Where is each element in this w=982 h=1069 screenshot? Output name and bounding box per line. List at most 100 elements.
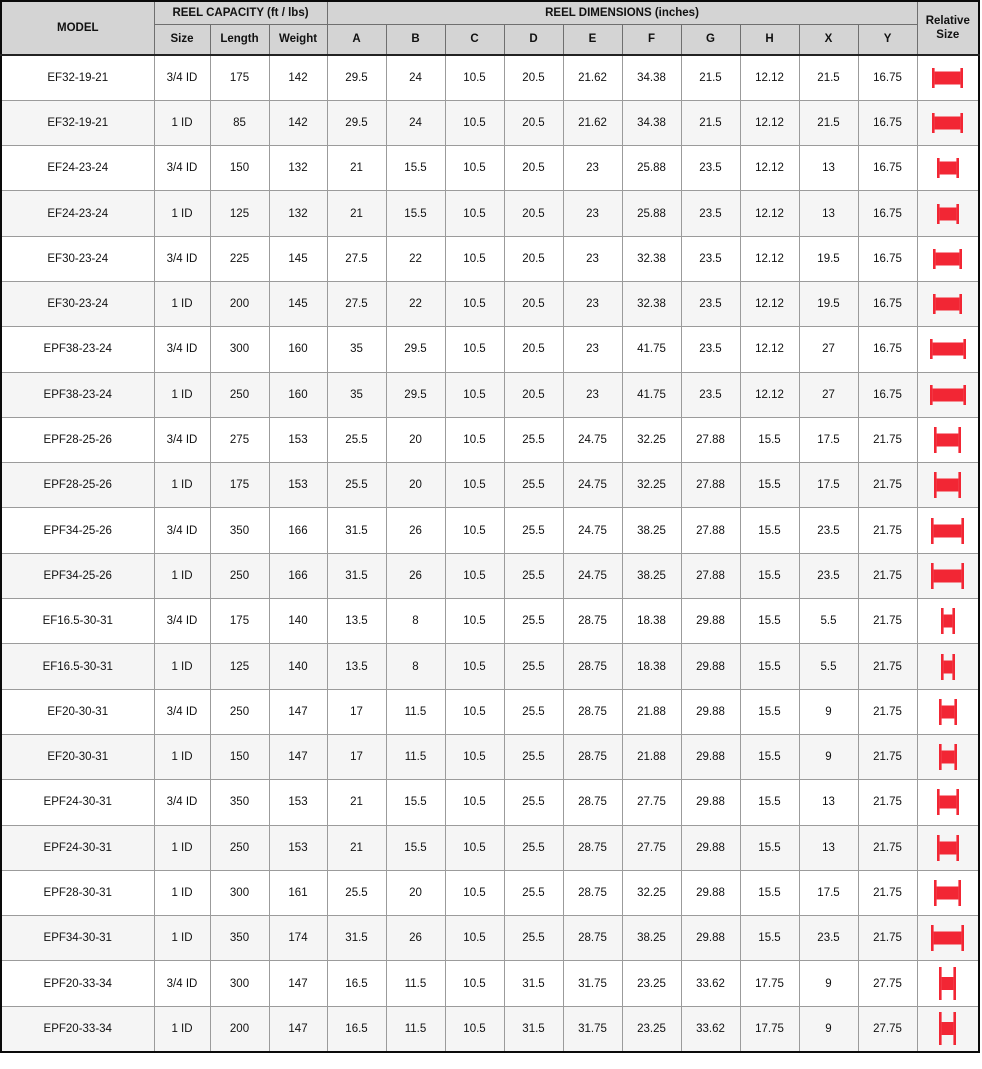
dim-b-cell: 15.5 [385,190,446,237]
dim-y-cell: 21.75 [857,733,918,781]
dim-a-cell: 21 [326,779,387,826]
dim-h-cell: 12.12 [739,326,800,373]
reel-side-view-icon [934,879,962,906]
dim-h-cell: 15.5 [739,552,800,600]
model-cell: EF16.5-30-31 [0,643,155,690]
dim-f-cell: 32.25 [621,462,682,509]
reel-side-view-icon [929,339,966,360]
dim-a-cell: 21 [326,190,387,237]
dim-h-cell: 15.5 [739,779,800,826]
dim-b-cell: 24 [385,54,446,101]
dim-d-cell: 25.5 [503,824,564,871]
dim-h-cell: 15.5 [739,462,800,509]
length-cell: 225 [209,235,270,282]
dim-x-cell: 5.5 [798,598,859,645]
dim-d-cell: 25.5 [503,915,564,962]
dim-e-cell: 28.75 [562,598,623,645]
dim-x-cell: 17.5 [798,416,859,464]
table-row: EPF38-23-24 1 ID 250 160 35 29.5 10.5 20.5 23 41.… [0,371,980,418]
dim-b-cell: 20 [385,462,446,509]
model-cell: EPF28-25-26 [0,462,155,509]
weight-cell: 147 [268,960,328,1007]
model-cell: EPF24-30-31 [0,824,155,871]
model-cell: EPF20-33-34 [0,960,155,1007]
length-cell: 300 [209,326,270,373]
reel-side-view-icon [939,967,957,1001]
reel-side-view-icon [933,248,963,269]
dim-x-cell: 23.5 [798,915,859,962]
dim-a-cell: 25.5 [326,416,387,464]
dim-y-cell: 16.75 [857,371,918,418]
dim-f-cell: 32.38 [621,280,682,328]
dim-x-cell: 17.5 [798,462,859,509]
dim-g-cell: 29.88 [680,688,741,735]
dim-a-cell: 35 [326,326,387,373]
length-cell: 350 [209,915,270,962]
dim-d-cell: 20.5 [503,235,564,282]
relative-size-cell [916,643,980,690]
length-cell: 250 [209,688,270,735]
dim-d-cell: 25.5 [503,552,564,600]
dim-y-cell: 21.75 [857,552,918,600]
dim-c-cell: 10.5 [444,598,505,645]
dim-a-cell: 21 [326,824,387,871]
weight-cell: 147 [268,733,328,781]
header-col-x: X [798,24,859,56]
relative-size-cell [916,824,980,871]
model-cell: EPF38-23-24 [0,326,155,373]
header-col-size: Size [153,24,211,56]
reel-side-view-icon [931,925,965,952]
dim-d-cell: 20.5 [503,280,564,328]
dim-b-cell: 11.5 [385,688,446,735]
reel-side-view-icon [932,112,964,133]
size-cell: 3/4 ID [153,145,211,192]
dim-y-cell: 21.75 [857,643,918,690]
relative-size-cell [916,190,980,237]
model-cell: EPF28-30-31 [0,869,155,917]
dim-e-cell: 28.75 [562,688,623,735]
dim-d-cell: 20.5 [503,190,564,237]
model-cell: EF30-23-24 [0,235,155,282]
size-cell: 1 ID [153,280,211,328]
dim-e-cell: 23 [562,145,623,192]
dim-c-cell: 10.5 [444,643,505,690]
dim-e-cell: 28.75 [562,733,623,781]
size-cell: 3/4 ID [153,416,211,464]
dim-a-cell: 16.5 [326,1005,387,1053]
dim-y-cell: 21.75 [857,779,918,826]
dim-h-cell: 12.12 [739,145,800,192]
dim-e-cell: 28.75 [562,915,623,962]
weight-cell: 153 [268,824,328,871]
dim-b-cell: 11.5 [385,1005,446,1053]
model-cell: EPF24-30-31 [0,779,155,826]
dim-a-cell: 31.5 [326,915,387,962]
reel-side-view-icon [940,608,955,635]
dim-h-cell: 12.12 [739,190,800,237]
length-cell: 350 [209,507,270,554]
dim-x-cell: 21.5 [798,54,859,101]
length-cell: 85 [209,99,270,147]
dim-c-cell: 10.5 [444,54,505,101]
dim-h-cell: 15.5 [739,869,800,917]
dim-e-cell: 28.75 [562,779,623,826]
reel-side-view-icon [931,562,965,589]
dim-e-cell: 24.75 [562,416,623,464]
dim-d-cell: 20.5 [503,54,564,101]
dim-d-cell: 31.5 [503,960,564,1007]
dim-a-cell: 16.5 [326,960,387,1007]
dim-e-cell: 28.75 [562,824,623,871]
dim-d-cell: 20.5 [503,371,564,418]
table-row: EF20-30-31 3/4 ID 250 147 17 11.5 10.5 25.5 28.7… [0,688,980,735]
dim-c-cell: 10.5 [444,462,505,509]
length-cell: 150 [209,733,270,781]
dim-e-cell: 23 [562,235,623,282]
dim-b-cell: 26 [385,507,446,554]
size-cell: 1 ID [153,190,211,237]
size-cell: 1 ID [153,733,211,781]
weight-cell: 153 [268,462,328,509]
dim-c-cell: 10.5 [444,326,505,373]
header-col-g: G [680,24,741,56]
dim-a-cell: 31.5 [326,507,387,554]
weight-cell: 145 [268,235,328,282]
dim-f-cell: 38.25 [621,552,682,600]
